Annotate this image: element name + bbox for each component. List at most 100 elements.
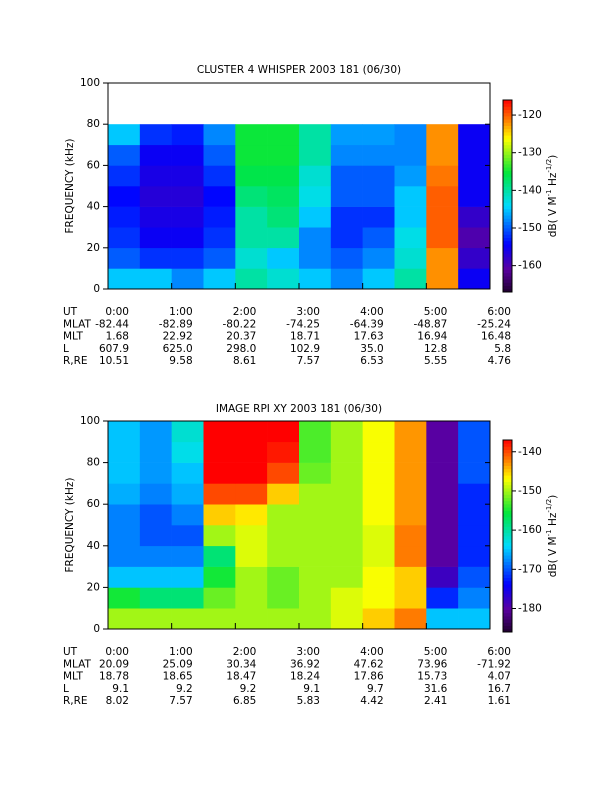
heatmap-cell [108,186,141,207]
heatmap-cell [139,165,172,187]
x-tick-label: 5:00 [424,646,448,658]
colorbar-step [503,510,512,514]
colorbar-step [503,215,512,219]
colorbar-step [503,452,512,457]
heatmap-cell [267,247,300,269]
heatmap-cell [426,165,459,187]
colorbar-step [503,465,512,470]
heatmap-cell [139,441,172,463]
x-tick-label: 4:00 [360,646,384,658]
heatmap-cell [299,186,332,207]
colorbar-step [503,250,512,254]
x-tick-label: 0:00 [105,646,129,658]
heatmap-cell [458,421,491,443]
colorbar-step [503,205,512,210]
colorbar-step [503,202,512,206]
heatmap-cell [139,186,172,207]
heatmap-cell [330,247,363,269]
heatmap-cell [330,608,363,630]
colorbar-step [503,208,512,213]
heatmap-cell [458,124,491,146]
heatmap-cell [362,124,395,146]
heatmap-cell [299,206,332,228]
colorbar-step [503,507,512,511]
row-label: MLT [63,671,83,683]
heatmap-cell [330,227,363,249]
heatmap-cell [108,441,141,463]
colorbar-step [503,596,512,601]
y-tick-label: 40 [87,540,100,552]
ephemeris-value: 22.92 [163,331,193,343]
heatmap-cell [458,206,491,228]
heatmap-cell [235,587,268,609]
heatmap-cell [458,186,491,207]
colorbar-step [503,173,512,178]
heatmap-cell [108,124,141,146]
colorbar-label: dB( V M-1 Hz-1/2) [545,155,559,238]
heatmap-cell [235,227,268,249]
heatmap-cell [362,268,395,290]
heatmap-cell [394,421,427,443]
colorbar-step [503,590,512,594]
y-tick-label: 0 [93,283,100,295]
heatmap-cell [330,483,363,505]
colorbar-step [503,269,512,274]
heatmap-cell [267,441,300,463]
colorbar-step [503,491,512,495]
colorbar-step [503,192,512,197]
colorbar-label-part: -1/2 [545,499,553,513]
heatmap-cell [362,483,395,505]
colorbar-frame [502,439,513,633]
heatmap-cell [139,504,172,526]
heatmap-cell [299,608,332,630]
ephemeris-value: -74.25 [286,318,320,330]
ephemeris-value: -48.87 [413,318,447,330]
heatmap-cell [171,268,204,290]
heatmap-cell [171,545,204,567]
heatmap-cell [139,227,172,249]
colorbar-step [503,288,512,293]
heatmap-cell [458,441,491,463]
heatmap-cell [299,247,332,269]
heatmap-cell [426,421,459,443]
ephemeris-value: -71.92 [477,658,511,670]
x-tick-label: 3:00 [296,306,320,318]
heatmap-cell [299,144,332,166]
colorbar-step [503,532,512,537]
colorbar-step [503,612,512,617]
heatmap-cell [299,268,332,290]
colorbar-step [503,247,512,251]
heatmap-cell [108,483,141,505]
heatmap-cell [330,144,363,166]
heatmap-cell [235,421,268,443]
heatmap-cell [235,165,268,187]
heatmap-cell [394,483,427,505]
ephemeris-value: 47.62 [354,658,384,670]
colorbar-step [503,481,512,486]
colorbar-step [503,472,512,476]
heatmap-cell [235,144,268,166]
heatmap-cell [108,165,141,187]
heatmap-cell [426,545,459,567]
ephemeris-value: 16.94 [417,331,447,343]
ephemeris-value: 20.09 [99,658,129,670]
heatmap-cell [267,165,300,187]
heatmap-cell [203,186,236,207]
colorbar-step [503,571,512,575]
heatmap-cell [267,483,300,505]
heatmap-cell [171,608,204,630]
heatmap-cell [139,247,172,269]
heatmap-cell [171,186,204,207]
heatmap-cell [267,587,300,609]
colorbar-step [503,196,512,200]
colorbar-step [503,151,512,155]
heatmap-cell [362,144,395,166]
colorbar-label-part: Hz [547,512,559,529]
heatmap-cell [171,124,204,146]
y-tick-label: 0 [93,623,100,635]
heatmap-cell [171,462,204,484]
heatmap-cell [330,206,363,228]
colorbar-step [503,587,512,591]
colorbar-step [503,616,512,620]
colorbar-step [503,189,512,194]
